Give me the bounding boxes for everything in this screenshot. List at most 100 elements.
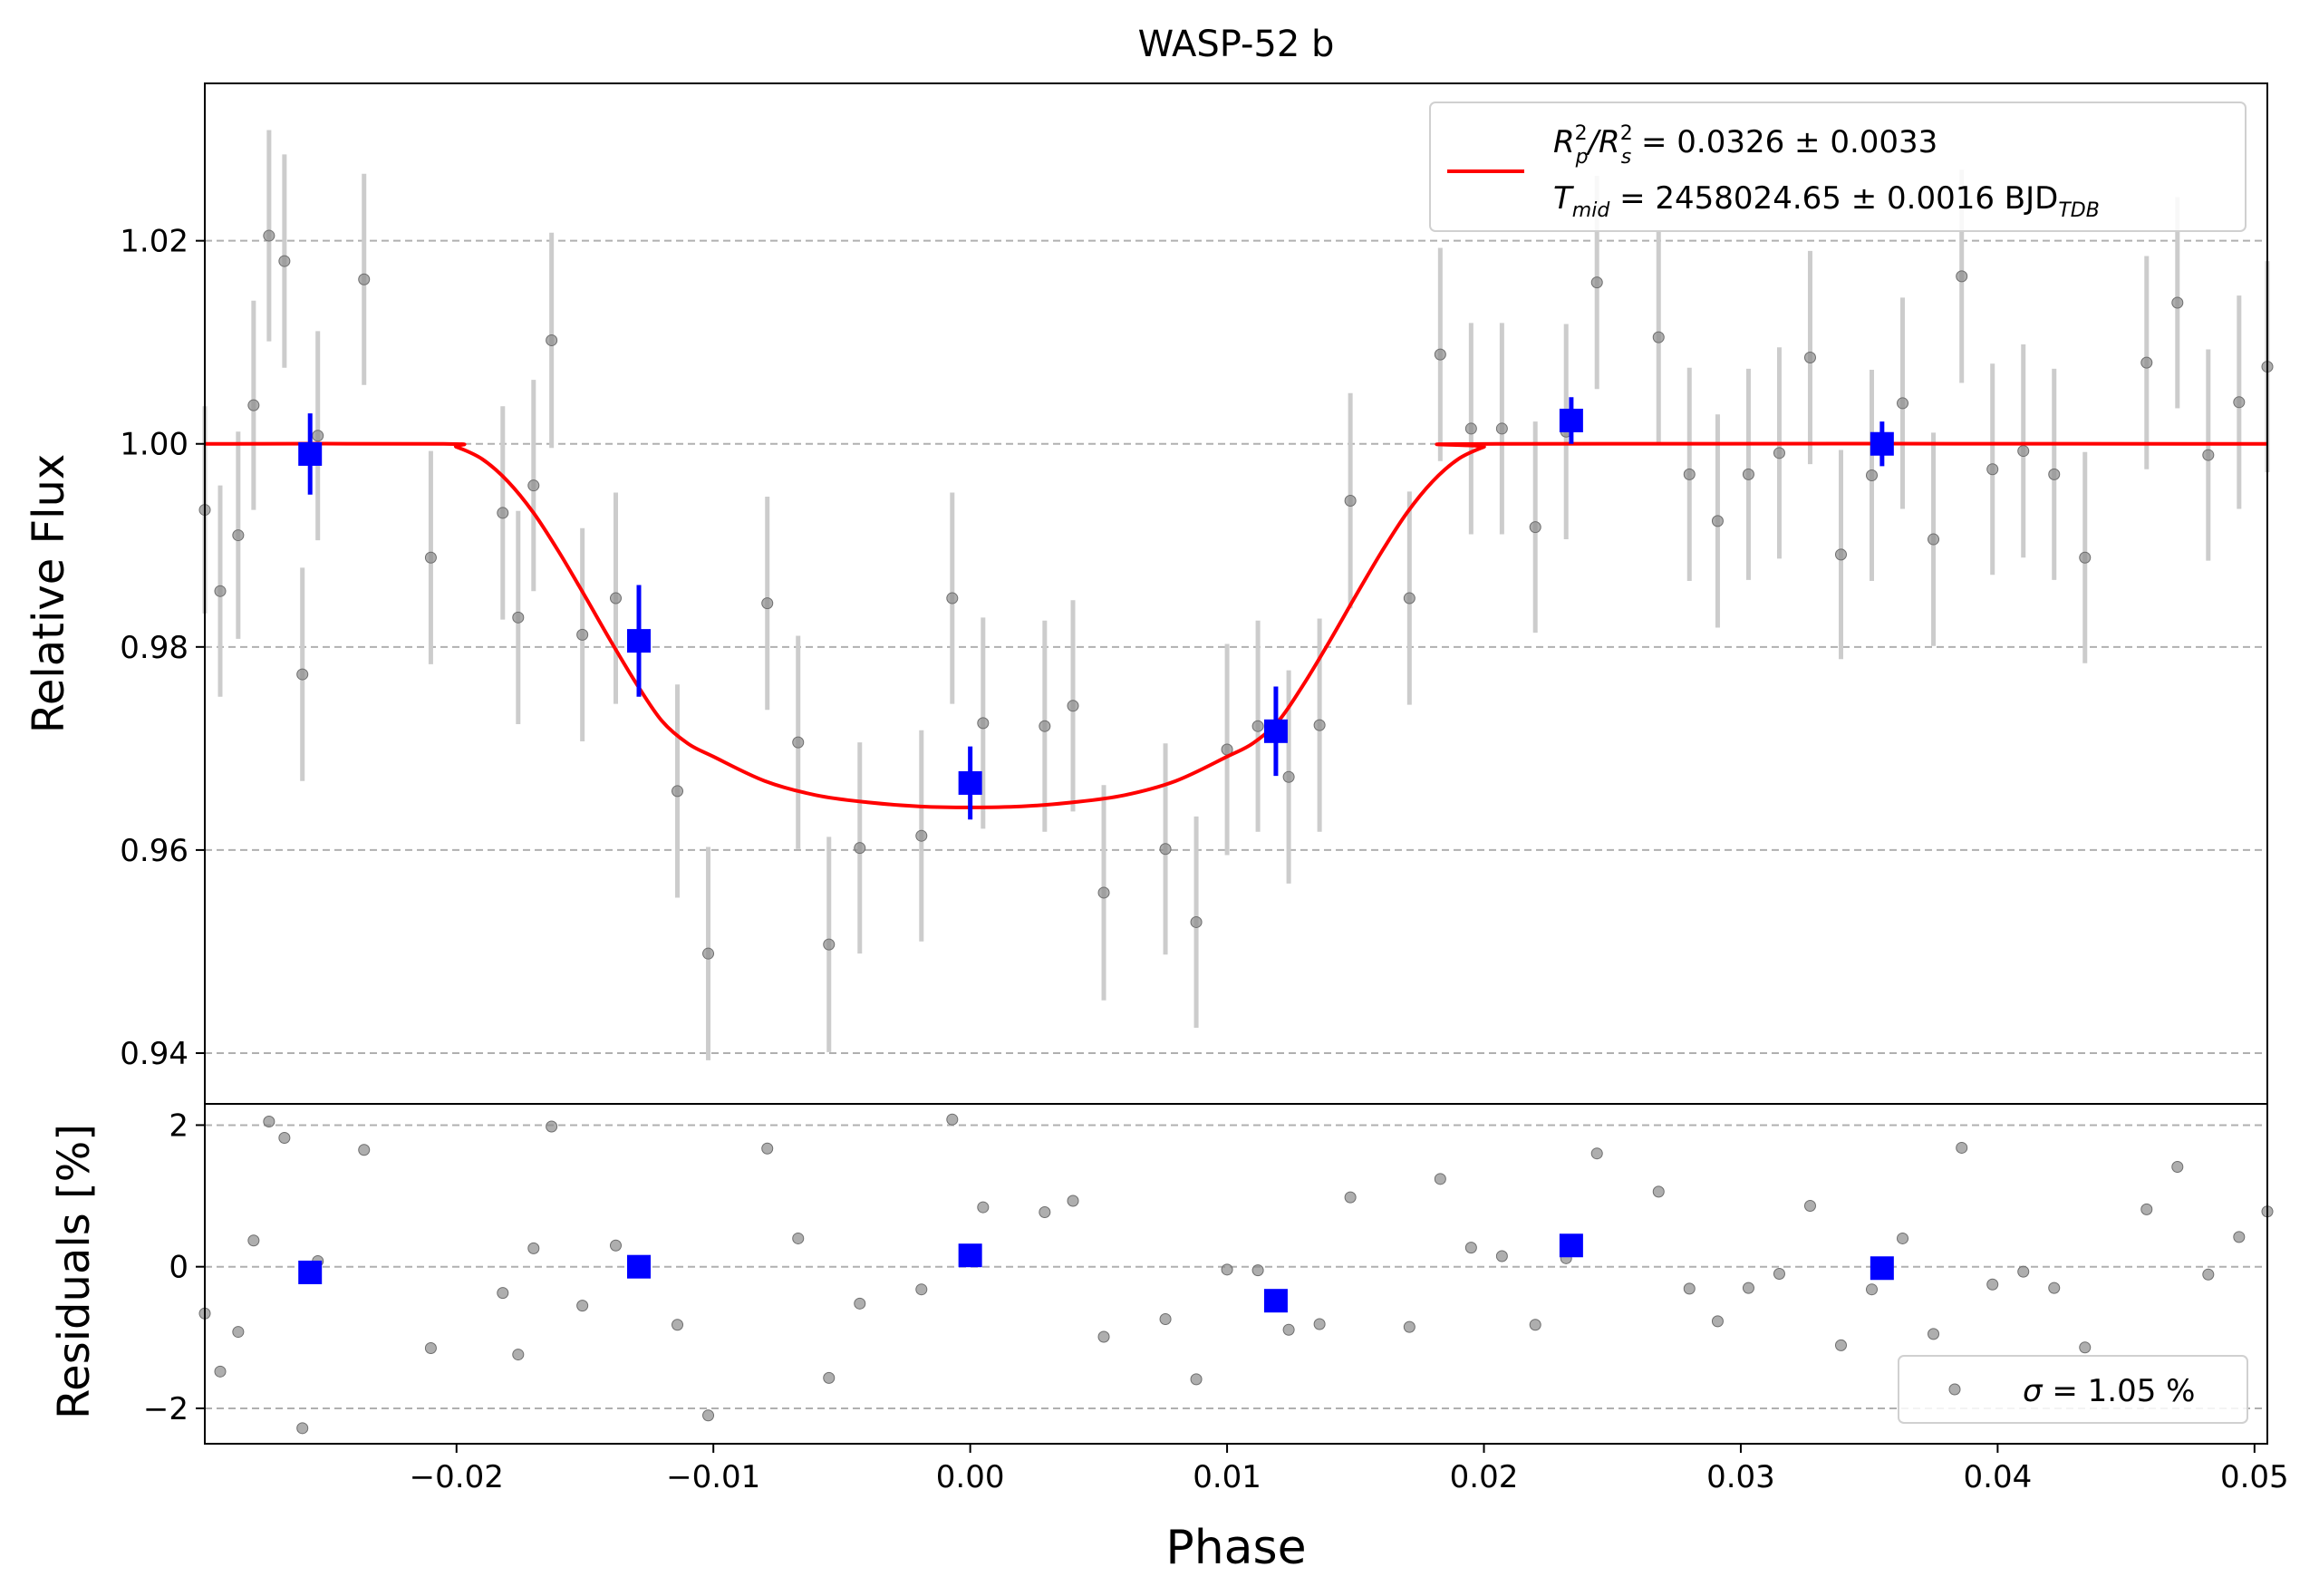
flux-legend-tmid-base: T — [1553, 180, 1574, 217]
residuals-raw-point — [1434, 1173, 1446, 1185]
flux-raw-point — [854, 842, 866, 855]
flux-raw-point — [1464, 422, 1477, 435]
x-tick-label: −0.02 — [410, 1459, 504, 1495]
x-tick-label: 0.02 — [1450, 1459, 1519, 1495]
flux-raw-point — [576, 628, 589, 641]
flux-raw-point — [702, 947, 715, 960]
flux-raw-point — [1097, 886, 1110, 899]
residuals-raw-point — [946, 1113, 959, 1126]
flux-raw-point — [1773, 447, 1785, 459]
residuals-raw-point — [1529, 1319, 1541, 1331]
flux-raw-point — [358, 273, 371, 285]
residuals-raw-point — [1251, 1264, 1264, 1277]
flux-y-axis-label: Relative Flux — [24, 454, 74, 734]
residuals-raw-point — [2017, 1265, 2030, 1278]
residuals-raw-point — [1282, 1323, 1295, 1336]
flux-raw-point — [1683, 468, 1696, 480]
residuals-raw-point — [296, 1422, 309, 1435]
flux-raw-point — [512, 611, 525, 624]
residuals-raw-point — [977, 1201, 990, 1214]
residuals-raw-point — [214, 1365, 227, 1378]
flux-legend-rp-base: R — [1553, 124, 1575, 160]
residuals-y-axis-label: Residuals [%] — [49, 1124, 100, 1419]
residuals-raw-point — [1803, 1200, 1816, 1212]
residuals-raw-point — [1464, 1242, 1477, 1254]
flux-raw-point — [1434, 348, 1446, 361]
flux-legend: R2 p/R2 s = 0.0326 ± 0.0033 Tmid = 2458024… — [1429, 102, 2247, 232]
residuals-raw-point — [1344, 1191, 1357, 1204]
transit-model-curve — [204, 441, 2268, 809]
flux-raw-point — [296, 668, 309, 681]
flux-raw-point — [1928, 533, 1940, 546]
residuals-raw-point — [576, 1300, 589, 1312]
flux-raw-point — [1803, 352, 1816, 364]
flux-raw-point — [1742, 468, 1754, 480]
flux-raw-point — [278, 255, 291, 267]
flux-legend-rs-base: /R — [1586, 124, 1620, 160]
flux-legend-rs-sub: s — [1621, 146, 1631, 169]
residuals-raw-point — [1313, 1318, 1326, 1330]
residuals-raw-point — [792, 1232, 805, 1244]
flux-raw-point — [1711, 515, 1724, 527]
residuals-legend-text: σ = 1.05 % — [2023, 1373, 2195, 1409]
residuals-raw-point — [1986, 1278, 1999, 1291]
residuals-raw-point — [358, 1144, 371, 1156]
x-tick-label: 0.00 — [936, 1459, 1005, 1495]
residuals-raw-point — [761, 1142, 774, 1155]
residuals-raw-point — [527, 1242, 540, 1254]
flux-raw-point — [1039, 720, 1051, 732]
residuals-raw-point — [1403, 1320, 1416, 1333]
residuals-raw-point — [1866, 1283, 1879, 1296]
flux-panel-background — [205, 83, 2267, 1104]
residuals-legend-marker — [1948, 1383, 1961, 1396]
flux-raw-point — [247, 399, 260, 411]
flux-legend-tdb-sub: TDB — [2058, 199, 2099, 222]
flux-y-tick-label: 0.98 — [120, 630, 188, 666]
x-tick-label: 0.05 — [2220, 1459, 2289, 1495]
flux-binned-point — [1870, 431, 1894, 456]
flux-raw-point — [1344, 494, 1357, 507]
flux-y-ticks: 0.94 0.96 0.98 1.00 1.02 — [120, 224, 205, 1072]
residuals-raw-point — [546, 1120, 558, 1133]
residuals-raw-point — [1221, 1263, 1233, 1276]
x-axis-label: Phase — [1165, 1521, 1306, 1575]
flux-legend-rp-exp: 2 — [1575, 122, 1588, 145]
residuals-raw-points — [198, 1113, 2274, 1435]
flux-legend-rs-exp: 2 — [1620, 122, 1633, 145]
residuals-raw-point — [2171, 1161, 2184, 1174]
residuals-raw-point — [672, 1319, 684, 1331]
residuals-raw-point — [497, 1287, 509, 1300]
flux-raw-point — [946, 592, 959, 605]
flux-raw-point — [977, 717, 990, 730]
residuals-raw-point — [1683, 1282, 1696, 1295]
residuals-legend-box — [1898, 1355, 2248, 1424]
residuals-y-ticks: −2 0 2 — [143, 1108, 205, 1427]
residuals-raw-point — [1742, 1282, 1754, 1294]
flux-raw-point — [1190, 915, 1203, 928]
residuals-raw-point — [1711, 1315, 1724, 1328]
residuals-raw-point — [2048, 1282, 2061, 1294]
flux-raw-point — [312, 430, 324, 442]
flux-legend-rp-sub: p — [1575, 146, 1589, 169]
flux-raw-point — [1897, 397, 1909, 410]
flux-raw-point — [2017, 445, 2030, 458]
residuals-raw-point — [2140, 1203, 2153, 1215]
flux-raw-point — [1590, 276, 1603, 289]
flux-raw-point — [609, 592, 622, 605]
flux-raw-point — [214, 585, 227, 597]
residuals-raw-point — [854, 1297, 866, 1310]
flux-raw-point — [1495, 422, 1508, 435]
flux-binned-point — [1263, 719, 1288, 743]
residuals-raw-point — [247, 1234, 260, 1247]
residuals-legend-value: = 1.05 % — [2043, 1373, 2196, 1409]
flux-raw-point — [1067, 700, 1079, 712]
flux-raw-point — [1529, 521, 1541, 534]
flux-legend-tmid-sub: mid — [1572, 199, 1611, 222]
residuals-raw-point — [1928, 1328, 1940, 1340]
flux-raw-point — [792, 736, 805, 749]
residuals-raw-point — [1190, 1373, 1203, 1386]
flux-raw-point — [915, 829, 928, 842]
flux-raw-point — [2048, 468, 2061, 480]
residuals-raw-point — [2079, 1341, 2092, 1354]
